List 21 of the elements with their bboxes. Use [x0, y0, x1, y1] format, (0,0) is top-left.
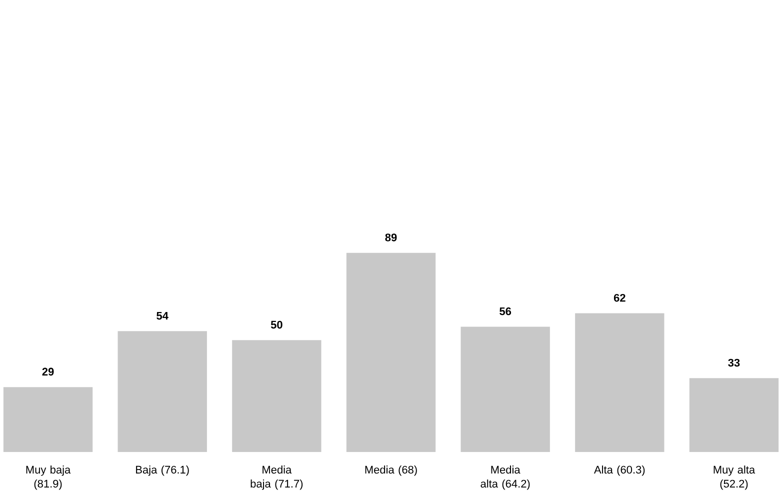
bar: [460, 326, 550, 452]
bar: [575, 313, 664, 452]
x-tick-label: Alta (60.3): [594, 466, 645, 476]
x-tick-label: Media (68): [365, 466, 417, 476]
data-label: 33: [728, 358, 740, 367]
x-tick-label: Media alta (64.2): [480, 466, 530, 490]
x-tick-label: Muy alta (52.2): [714, 466, 756, 490]
bar: [118, 331, 207, 452]
data-label: 89: [385, 234, 397, 242]
x-tick-label: Muy baja (81.9): [26, 466, 71, 490]
bar: [346, 252, 436, 452]
data-label: 62: [614, 294, 626, 302]
data-label: 50: [270, 320, 282, 329]
bar: [232, 340, 322, 452]
x-tick-label: Baja (76.1): [136, 466, 189, 476]
data-label: 56: [500, 307, 512, 316]
bar: [3, 387, 93, 452]
data-label: 29: [42, 368, 54, 376]
bar: [689, 378, 779, 452]
data-label: 54: [156, 312, 168, 320]
x-tick-label: Media baja (71.7): [250, 466, 303, 490]
